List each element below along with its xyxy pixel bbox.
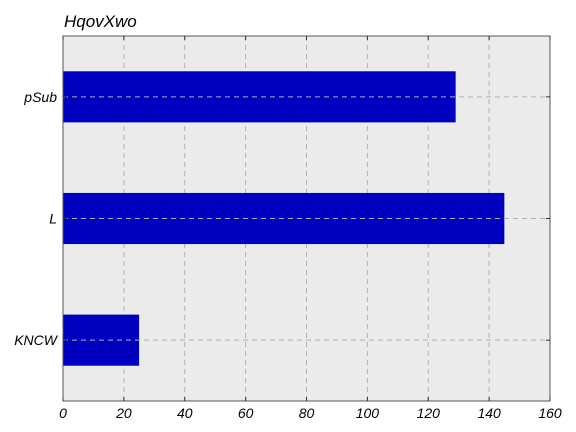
y-tick-label: pSub	[23, 89, 57, 105]
chart-title: HqovXwo	[64, 12, 137, 31]
x-tick-label: 80	[299, 405, 315, 421]
x-tick-label: 100	[356, 405, 380, 421]
x-tick-label: 120	[417, 405, 441, 421]
x-tick-label: 0	[59, 405, 67, 421]
x-tick-label: 160	[538, 405, 562, 421]
y-tick-label: KNCW	[14, 332, 59, 348]
x-tick-label: 140	[477, 405, 501, 421]
x-tick-label: 60	[238, 405, 254, 421]
y-tick-label: L	[49, 211, 57, 227]
x-tick-label: 20	[115, 405, 132, 421]
x-axis: 0 20 40 60 80 100 120 140 160	[59, 36, 562, 421]
x-tick-label: 40	[177, 405, 193, 421]
